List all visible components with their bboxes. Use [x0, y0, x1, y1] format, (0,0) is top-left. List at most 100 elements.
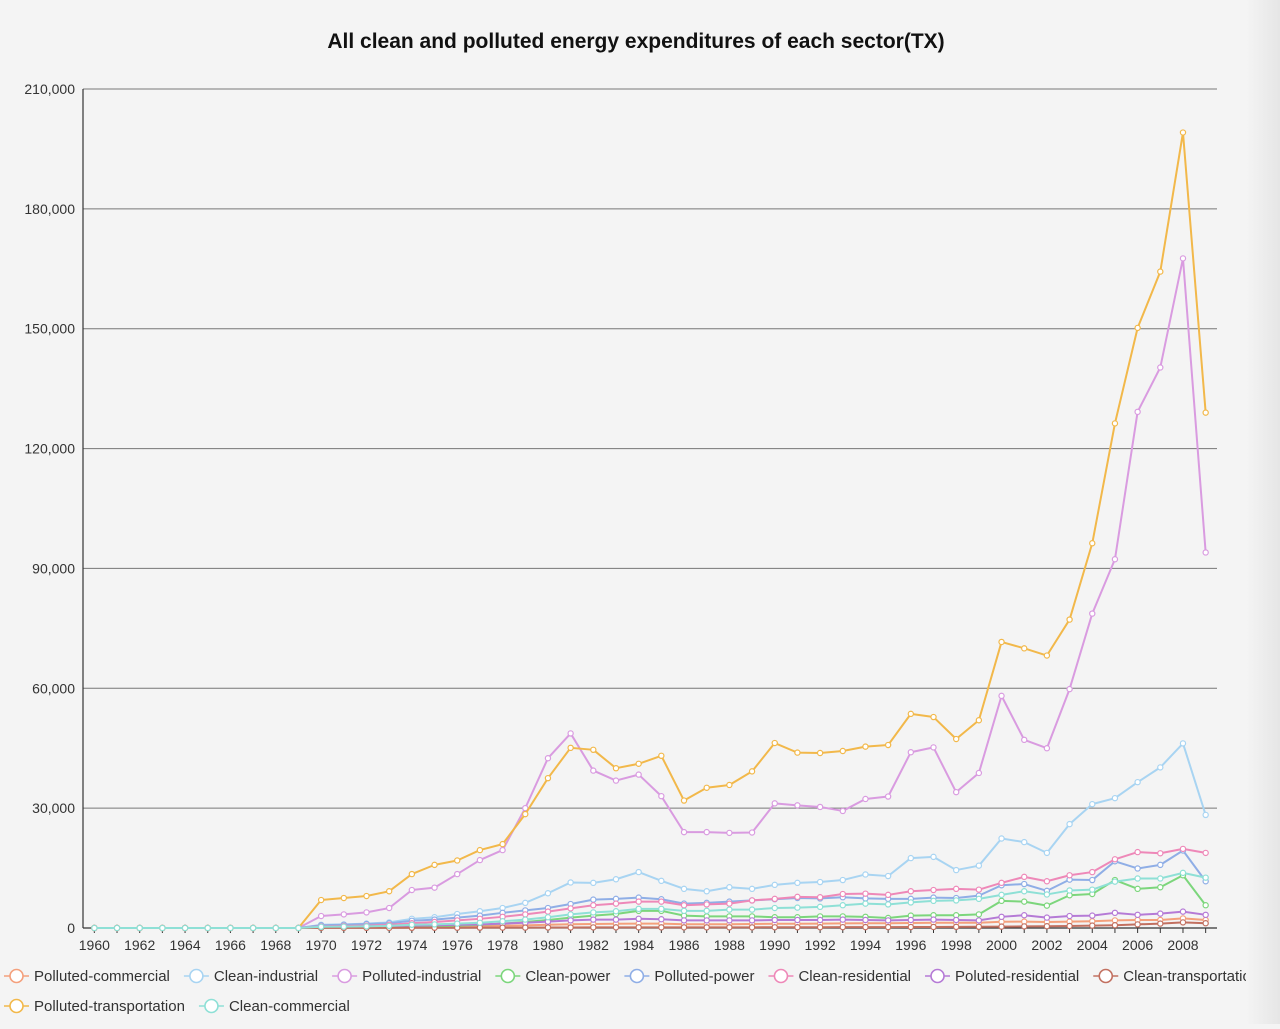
data-point[interactable] — [522, 911, 529, 918]
data-point[interactable] — [771, 904, 778, 912]
data-point[interactable] — [680, 902, 688, 909]
data-point[interactable] — [1202, 911, 1209, 919]
data-point[interactable] — [567, 730, 574, 737]
data-point[interactable] — [952, 885, 960, 893]
data-point[interactable] — [816, 916, 824, 924]
data-point[interactable] — [680, 907, 688, 915]
data-point[interactable] — [884, 741, 892, 749]
data-point[interactable] — [612, 916, 620, 923]
data-point[interactable] — [907, 854, 915, 862]
data-point[interactable] — [884, 891, 892, 899]
data-point[interactable] — [726, 781, 733, 789]
data-point[interactable] — [862, 871, 869, 878]
data-point[interactable] — [1089, 876, 1096, 884]
data-point[interactable] — [1066, 922, 1073, 930]
data-point[interactable] — [204, 924, 211, 932]
data-point[interactable] — [1202, 549, 1209, 556]
data-point[interactable] — [1134, 921, 1141, 928]
data-point[interactable] — [1134, 911, 1141, 919]
data-point[interactable] — [771, 924, 778, 931]
data-point[interactable] — [658, 877, 665, 885]
data-point[interactable] — [431, 921, 438, 928]
data-point[interactable] — [930, 897, 937, 905]
legend-item[interactable]: Clean-transportation — [1093, 968, 1259, 985]
data-point[interactable] — [703, 917, 710, 924]
data-point[interactable] — [998, 692, 1005, 700]
legend-item[interactable]: Polluted-transportation — [4, 998, 185, 1015]
data-point[interactable] — [1111, 794, 1119, 802]
data-point[interactable] — [680, 917, 688, 924]
data-point[interactable] — [975, 769, 983, 777]
data-point[interactable] — [771, 800, 778, 807]
data-point[interactable] — [726, 906, 733, 913]
data-point[interactable] — [930, 713, 937, 721]
data-point[interactable] — [794, 904, 801, 911]
data-point[interactable] — [1089, 886, 1096, 893]
legend-item[interactable]: Clean-residential — [768, 968, 911, 985]
data-point[interactable] — [272, 924, 279, 932]
data-point[interactable] — [794, 879, 801, 887]
data-point[interactable] — [771, 895, 778, 903]
data-point[interactable] — [431, 861, 438, 869]
data-point[interactable] — [1066, 872, 1073, 879]
data-point[interactable] — [1021, 923, 1028, 930]
data-point[interactable] — [454, 870, 461, 878]
data-point[interactable] — [884, 901, 892, 908]
data-point[interactable] — [454, 920, 461, 927]
data-point[interactable] — [748, 906, 756, 913]
data-point[interactable] — [590, 902, 597, 909]
data-point[interactable] — [522, 924, 529, 931]
data-point[interactable] — [454, 857, 461, 864]
data-point[interactable] — [1134, 875, 1141, 882]
data-point[interactable] — [1157, 875, 1164, 882]
data-point[interactable] — [1066, 887, 1073, 894]
data-point[interactable] — [249, 924, 257, 932]
data-point[interactable] — [227, 924, 234, 932]
data-point[interactable] — [816, 749, 824, 757]
data-point[interactable] — [794, 802, 801, 809]
data-point[interactable] — [794, 893, 801, 901]
data-point[interactable] — [522, 899, 529, 907]
data-point[interactable] — [295, 924, 302, 932]
data-point[interactable] — [363, 923, 370, 930]
data-point[interactable] — [1202, 849, 1209, 857]
data-point[interactable] — [567, 744, 574, 752]
data-point[interactable] — [726, 900, 733, 907]
data-point[interactable] — [476, 919, 484, 927]
data-point[interactable] — [680, 885, 688, 893]
data-point[interactable] — [998, 638, 1005, 646]
data-point[interactable] — [1021, 838, 1028, 846]
data-point[interactable] — [544, 908, 552, 915]
data-point[interactable] — [907, 916, 915, 924]
data-point[interactable] — [771, 881, 778, 889]
data-point[interactable] — [839, 916, 846, 923]
data-point[interactable] — [839, 807, 846, 815]
data-point[interactable] — [522, 810, 529, 818]
data-point[interactable] — [340, 911, 348, 918]
data-point[interactable] — [930, 853, 937, 861]
data-point[interactable] — [1157, 268, 1164, 275]
data-point[interactable] — [907, 888, 915, 895]
data-point[interactable] — [1179, 845, 1187, 853]
data-point[interactable] — [703, 888, 710, 895]
data-point[interactable] — [1202, 874, 1209, 881]
data-point[interactable] — [1089, 912, 1096, 919]
data-point[interactable] — [635, 924, 642, 931]
data-point[interactable] — [930, 923, 937, 931]
data-point[interactable] — [975, 911, 983, 918]
data-point[interactable] — [590, 896, 597, 903]
data-point[interactable] — [612, 900, 620, 907]
data-point[interactable] — [862, 890, 869, 897]
data-point[interactable] — [839, 876, 846, 884]
data-point[interactable] — [1179, 255, 1187, 262]
data-point[interactable] — [1021, 880, 1028, 888]
data-point[interactable] — [590, 909, 597, 916]
data-point[interactable] — [1043, 652, 1051, 659]
series-line[interactable] — [94, 257, 1207, 929]
data-point[interactable] — [385, 904, 393, 912]
data-point[interactable] — [839, 902, 846, 909]
data-point[interactable] — [680, 828, 688, 836]
series-line[interactable] — [94, 871, 1206, 929]
data-point[interactable] — [1066, 616, 1073, 623]
data-point[interactable] — [703, 924, 710, 931]
